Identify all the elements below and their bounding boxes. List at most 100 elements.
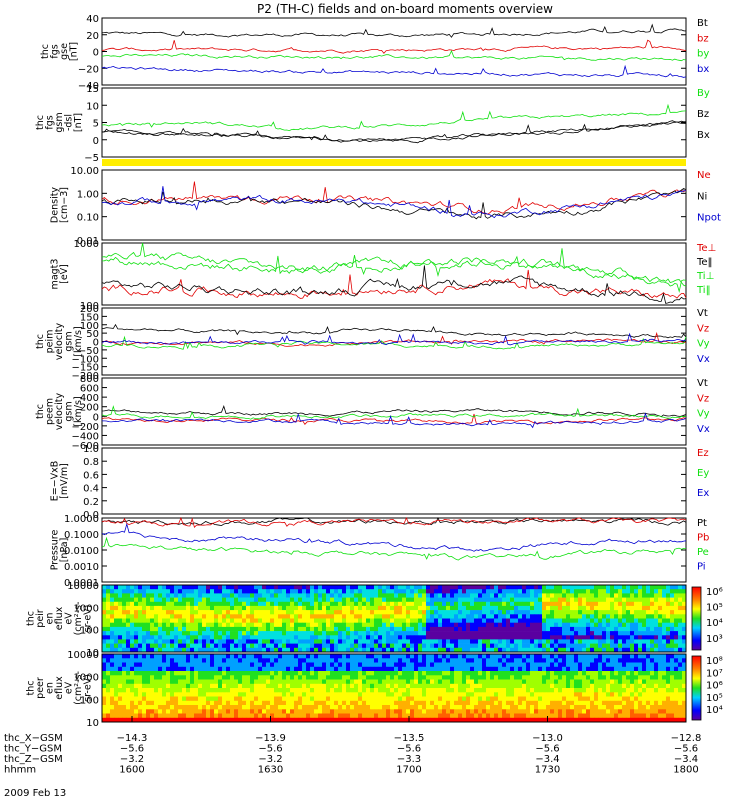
y-axis-label: peim	[45, 330, 56, 354]
legend-Te‖: Te‖	[696, 257, 713, 268]
panel-density: Density[cm−3]10.00 1.00 0.10 0.01 Ne Ni Npot	[49, 166, 721, 247]
y-axis-label: [km/s]	[73, 326, 84, 356]
panel-peem: thcpeemvelocitygsm[km/s]8006004002000−20…	[35, 374, 710, 452]
colorbar	[691, 655, 702, 721]
y-axis-label: gse	[59, 43, 70, 60]
y-tick-label: 10000	[67, 650, 99, 661]
y-tick-label: −150	[72, 363, 99, 374]
legend-Vz: Vz	[697, 393, 709, 404]
colorbar-label: 10⁴	[706, 705, 723, 716]
legend-Vt: Vt	[697, 378, 708, 389]
series-Pe	[101, 536, 686, 561]
x-row-label: thc_Z−GSM	[4, 754, 63, 765]
series-Vt	[101, 323, 687, 339]
series-Vx	[102, 412, 687, 429]
y-axis-label: [nT]	[73, 113, 84, 132]
y-tick-label: 200	[80, 403, 99, 414]
legend-Vx: Vx	[697, 354, 710, 365]
legend-Bx: Bx	[697, 130, 710, 141]
y-axis-label: gsm	[64, 401, 75, 421]
y-axis-label: eflux	[54, 676, 65, 700]
y-axis-label: [nPa]	[59, 538, 70, 563]
y-axis-label: thc	[26, 681, 37, 696]
y-axis-label: fgs	[45, 115, 56, 129]
y-tick-label: −20	[78, 64, 99, 75]
colorbar	[691, 586, 702, 651]
legend-Pb: Pb	[697, 533, 709, 544]
x-tick-label: −13.5	[394, 733, 425, 744]
series-Ti‖	[101, 255, 687, 287]
series-Vy	[101, 335, 687, 350]
y-axis-label: gsm	[54, 112, 65, 132]
y-axis-label: (cm²-s-	[73, 602, 84, 636]
legend-Bz: Bz	[697, 109, 709, 120]
panel-temp: magt3[eV] 1000 100 Te⊥ Te‖ Ti⊥ Ti‖	[49, 239, 716, 312]
legend-Ne: Ne	[697, 170, 711, 181]
panel-pressure: Pressure[nPa] 1.0000 0.1000 0.0100 0.0010 0.0…	[49, 514, 709, 589]
legend-bx: bx	[697, 64, 709, 75]
x-tick-label: −14.3	[117, 733, 148, 744]
x-tick-label: −3.2	[120, 754, 144, 765]
y-tick-label: 1.0000	[64, 514, 99, 525]
legend-Bt: Bt	[697, 18, 708, 29]
y-tick-label: 600	[80, 384, 99, 395]
y-tick-label: −50	[78, 346, 99, 357]
colorbar-label: 10⁵	[706, 693, 723, 704]
y-axis-label: peer	[35, 677, 46, 699]
y-tick-label: 0.0100	[64, 546, 99, 557]
y-axis-label: velocity	[54, 323, 65, 361]
y-tick-label: −5	[84, 153, 99, 164]
y-tick-label: −600	[72, 441, 99, 452]
y-tick-label: −200	[72, 422, 99, 433]
y-tick-label: 1000	[74, 673, 99, 684]
legend-Pt: Pt	[697, 518, 707, 529]
panel-frame	[101, 87, 687, 158]
y-axis-label: sr-eV)	[83, 674, 94, 702]
panel-frame	[101, 377, 687, 446]
legend-Vy: Vy	[697, 339, 710, 350]
y-axis-label: (cm²-s-	[73, 671, 84, 705]
legend-Vt: Vt	[697, 308, 708, 319]
legend-bz: bz	[697, 33, 709, 44]
y-tick-label: 0.2	[83, 497, 99, 508]
legend-Ni: Ni	[697, 191, 707, 202]
colorbar-label: 10⁶	[706, 681, 723, 692]
series-Vy	[101, 405, 687, 420]
y-tick-label: 10	[86, 648, 99, 659]
colorbar-label: 10³	[706, 634, 723, 645]
y-tick-label: 10	[86, 718, 99, 729]
x-tick-label: 1600	[119, 765, 144, 776]
series-Pt	[101, 517, 687, 527]
y-tick-label: 0	[93, 136, 99, 147]
y-tick-label: 5	[93, 119, 99, 130]
legend-Ez: Ez	[697, 448, 709, 459]
series-bz	[101, 39, 687, 54]
y-tick-label: −400	[72, 431, 99, 442]
legend-Vz: Vz	[697, 323, 709, 334]
panel-frame	[101, 169, 687, 241]
series-Vx	[101, 332, 687, 346]
legend-Npot: Npot	[697, 213, 721, 224]
x-tick-label: −5.6	[397, 744, 421, 755]
y-tick-label: 150	[80, 312, 99, 323]
legend-Ti‖: Ti‖	[696, 285, 711, 296]
x-tick-label: 1730	[535, 765, 560, 776]
series-Bz	[101, 120, 687, 143]
y-axis-label: Density	[49, 187, 60, 223]
y-tick-label: 20	[86, 31, 99, 42]
y-tick-label: 0	[93, 412, 99, 423]
y-axis-label: [cm−3]	[59, 187, 70, 223]
y-axis-label: velocity	[54, 393, 65, 431]
y-tick-label: 1000	[74, 603, 99, 614]
y-axis-label: en	[45, 613, 56, 625]
quality-bar	[102, 159, 686, 166]
y-tick-label: 100	[80, 695, 99, 706]
y-tick-label: 1.0	[83, 444, 99, 455]
legend-Ti⊥: Ti⊥	[696, 271, 714, 282]
y-tick-label: −40	[78, 81, 99, 92]
y-axis-label: thc	[26, 611, 37, 626]
legend-Ey: Ey	[697, 468, 709, 479]
y-axis-label: thc	[35, 115, 46, 130]
